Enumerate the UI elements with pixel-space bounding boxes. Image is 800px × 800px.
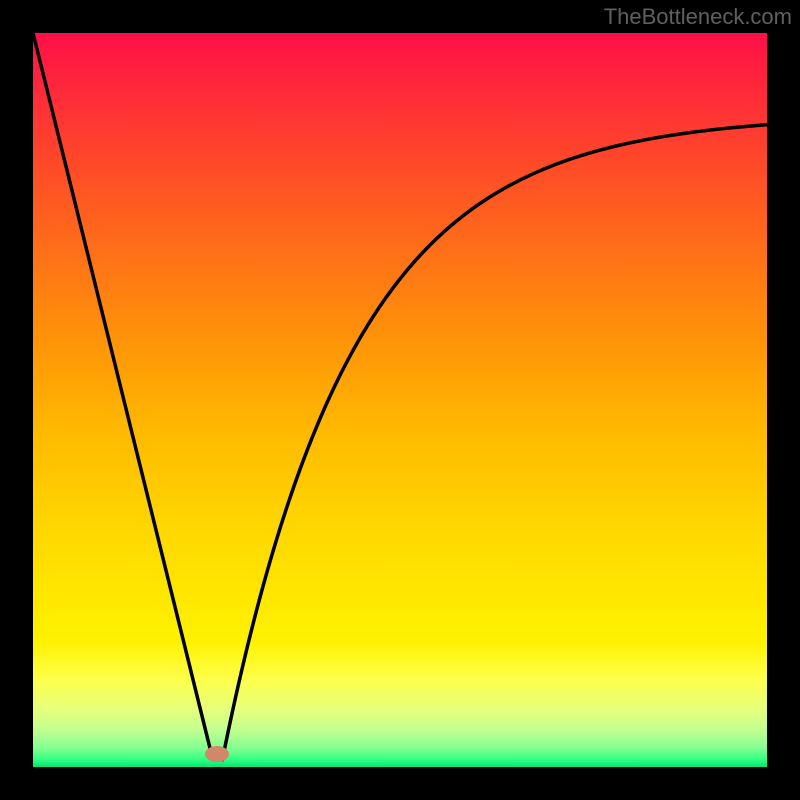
plot-area <box>33 33 767 767</box>
optimum-marker <box>205 746 229 762</box>
watermark-text: TheBottleneck.com <box>604 4 792 30</box>
bottleneck-curve <box>33 33 767 767</box>
